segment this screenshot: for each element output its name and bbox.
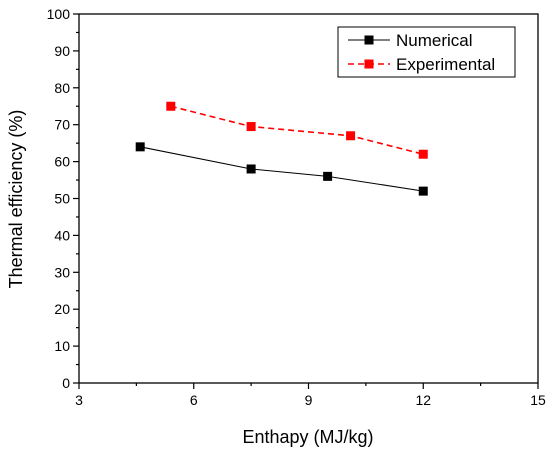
data-point-numerical (246, 164, 256, 174)
series-numerical (135, 142, 428, 196)
data-point-numerical (323, 171, 333, 181)
x-tick-label: 9 (305, 392, 313, 408)
y-tick-label: 100 (47, 6, 71, 22)
legend-label-experimental: Experimental (396, 55, 495, 74)
legend-entry-experimental: Experimental (348, 55, 495, 74)
data-point-numerical (135, 142, 145, 152)
x-tick-label: 12 (415, 392, 431, 408)
y-tick-label: 40 (54, 227, 70, 243)
y-tick-label: 60 (54, 154, 70, 170)
x-tick-label: 6 (190, 392, 198, 408)
y-tick-label: 20 (54, 301, 70, 317)
y-axis-title: Thermal efficiency (%) (6, 110, 26, 289)
legend-marker-numerical (364, 35, 374, 45)
data-point-numerical (418, 186, 428, 196)
y-tick-label: 70 (54, 117, 70, 133)
x-axis-ticks: 3 6 9 12 15 (75, 383, 546, 408)
y-tick-label: 50 (54, 191, 70, 207)
series-experimental (166, 101, 428, 159)
x-axis-title: Enthapy (MJ/kg) (242, 427, 373, 447)
y-axis-ticks: 0 10 20 30 40 50 60 70 80 90 100 (47, 6, 79, 391)
x-tick-label: 3 (75, 392, 83, 408)
legend-entry-numerical: Numerical (348, 31, 473, 50)
legend: Numerical Experimental (337, 26, 516, 78)
y-tick-label: 30 (54, 264, 70, 280)
y-tick-label: 10 (54, 338, 70, 354)
data-point-experimental (246, 122, 256, 132)
x-tick-label: 15 (530, 392, 546, 408)
y-tick-label: 80 (54, 80, 70, 96)
data-point-experimental (418, 149, 428, 159)
series-line-numerical (140, 146, 424, 192)
legend-box (337, 26, 516, 78)
legend-marker-experimental (364, 59, 374, 69)
y-tick-label: 0 (62, 375, 70, 391)
y-tick-label: 90 (54, 43, 70, 59)
data-point-experimental (166, 101, 176, 111)
legend-label-numerical: Numerical (396, 31, 473, 50)
data-point-experimental (346, 131, 356, 141)
series-layer (135, 101, 428, 196)
series-line-experimental (170, 105, 424, 155)
